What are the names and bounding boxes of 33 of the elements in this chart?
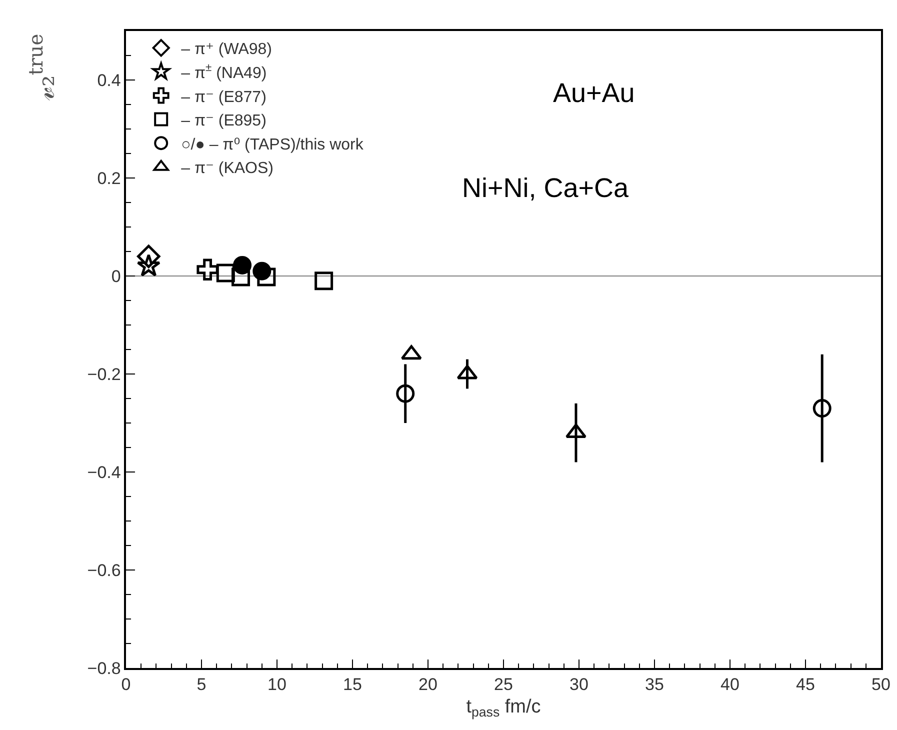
legend-label: – π⁻ (KAOS) — [181, 160, 274, 178]
x-tick-label: 30 — [570, 675, 588, 694]
legend-label: ○/● – π⁰ (TAPS)/this work — [181, 136, 364, 154]
point — [136, 254, 161, 277]
x-tick-label: 45 — [796, 675, 815, 694]
legend-label: – π$^{±}$ (NA49) — [181, 62, 267, 82]
y-tick-label: −0.6 — [87, 560, 121, 580]
point — [396, 384, 415, 403]
y-tick-label: 0.4 — [97, 70, 121, 90]
point — [196, 258, 218, 280]
x-tick-label: 10 — [268, 675, 286, 694]
annotation: Ni+Ni, Ca+Ca — [462, 173, 630, 203]
point — [137, 244, 160, 268]
x-tick-label: 40 — [720, 675, 740, 694]
annotation: Au+Au — [553, 78, 635, 108]
y-tick-label: −0.8 — [87, 658, 121, 678]
legend-label: – π⁺ (WA98) — [181, 41, 272, 58]
x-tick-label: 35 — [645, 675, 664, 694]
point — [216, 264, 235, 282]
x-axis-title: t$_{pass}$ fm/c — [466, 696, 541, 720]
y-tick-label: 0 — [111, 266, 121, 286]
x-tick-label: 20 — [418, 675, 438, 694]
y-tick-label: −0.2 — [87, 364, 121, 384]
x-tick-label: 15 — [343, 675, 362, 694]
point — [257, 268, 276, 286]
x-tick-label: 5 — [196, 675, 206, 694]
point — [314, 272, 334, 290]
y-tick-label: −0.4 — [87, 462, 121, 482]
x-tick-label: 50 — [872, 675, 890, 694]
legend-label: – π⁻ (E895) — [181, 112, 266, 130]
legend-label: – π⁻ (E877) — [181, 88, 266, 106]
x-tick-label: 25 — [494, 675, 513, 694]
y-tick-label: 0.2 — [97, 168, 121, 188]
